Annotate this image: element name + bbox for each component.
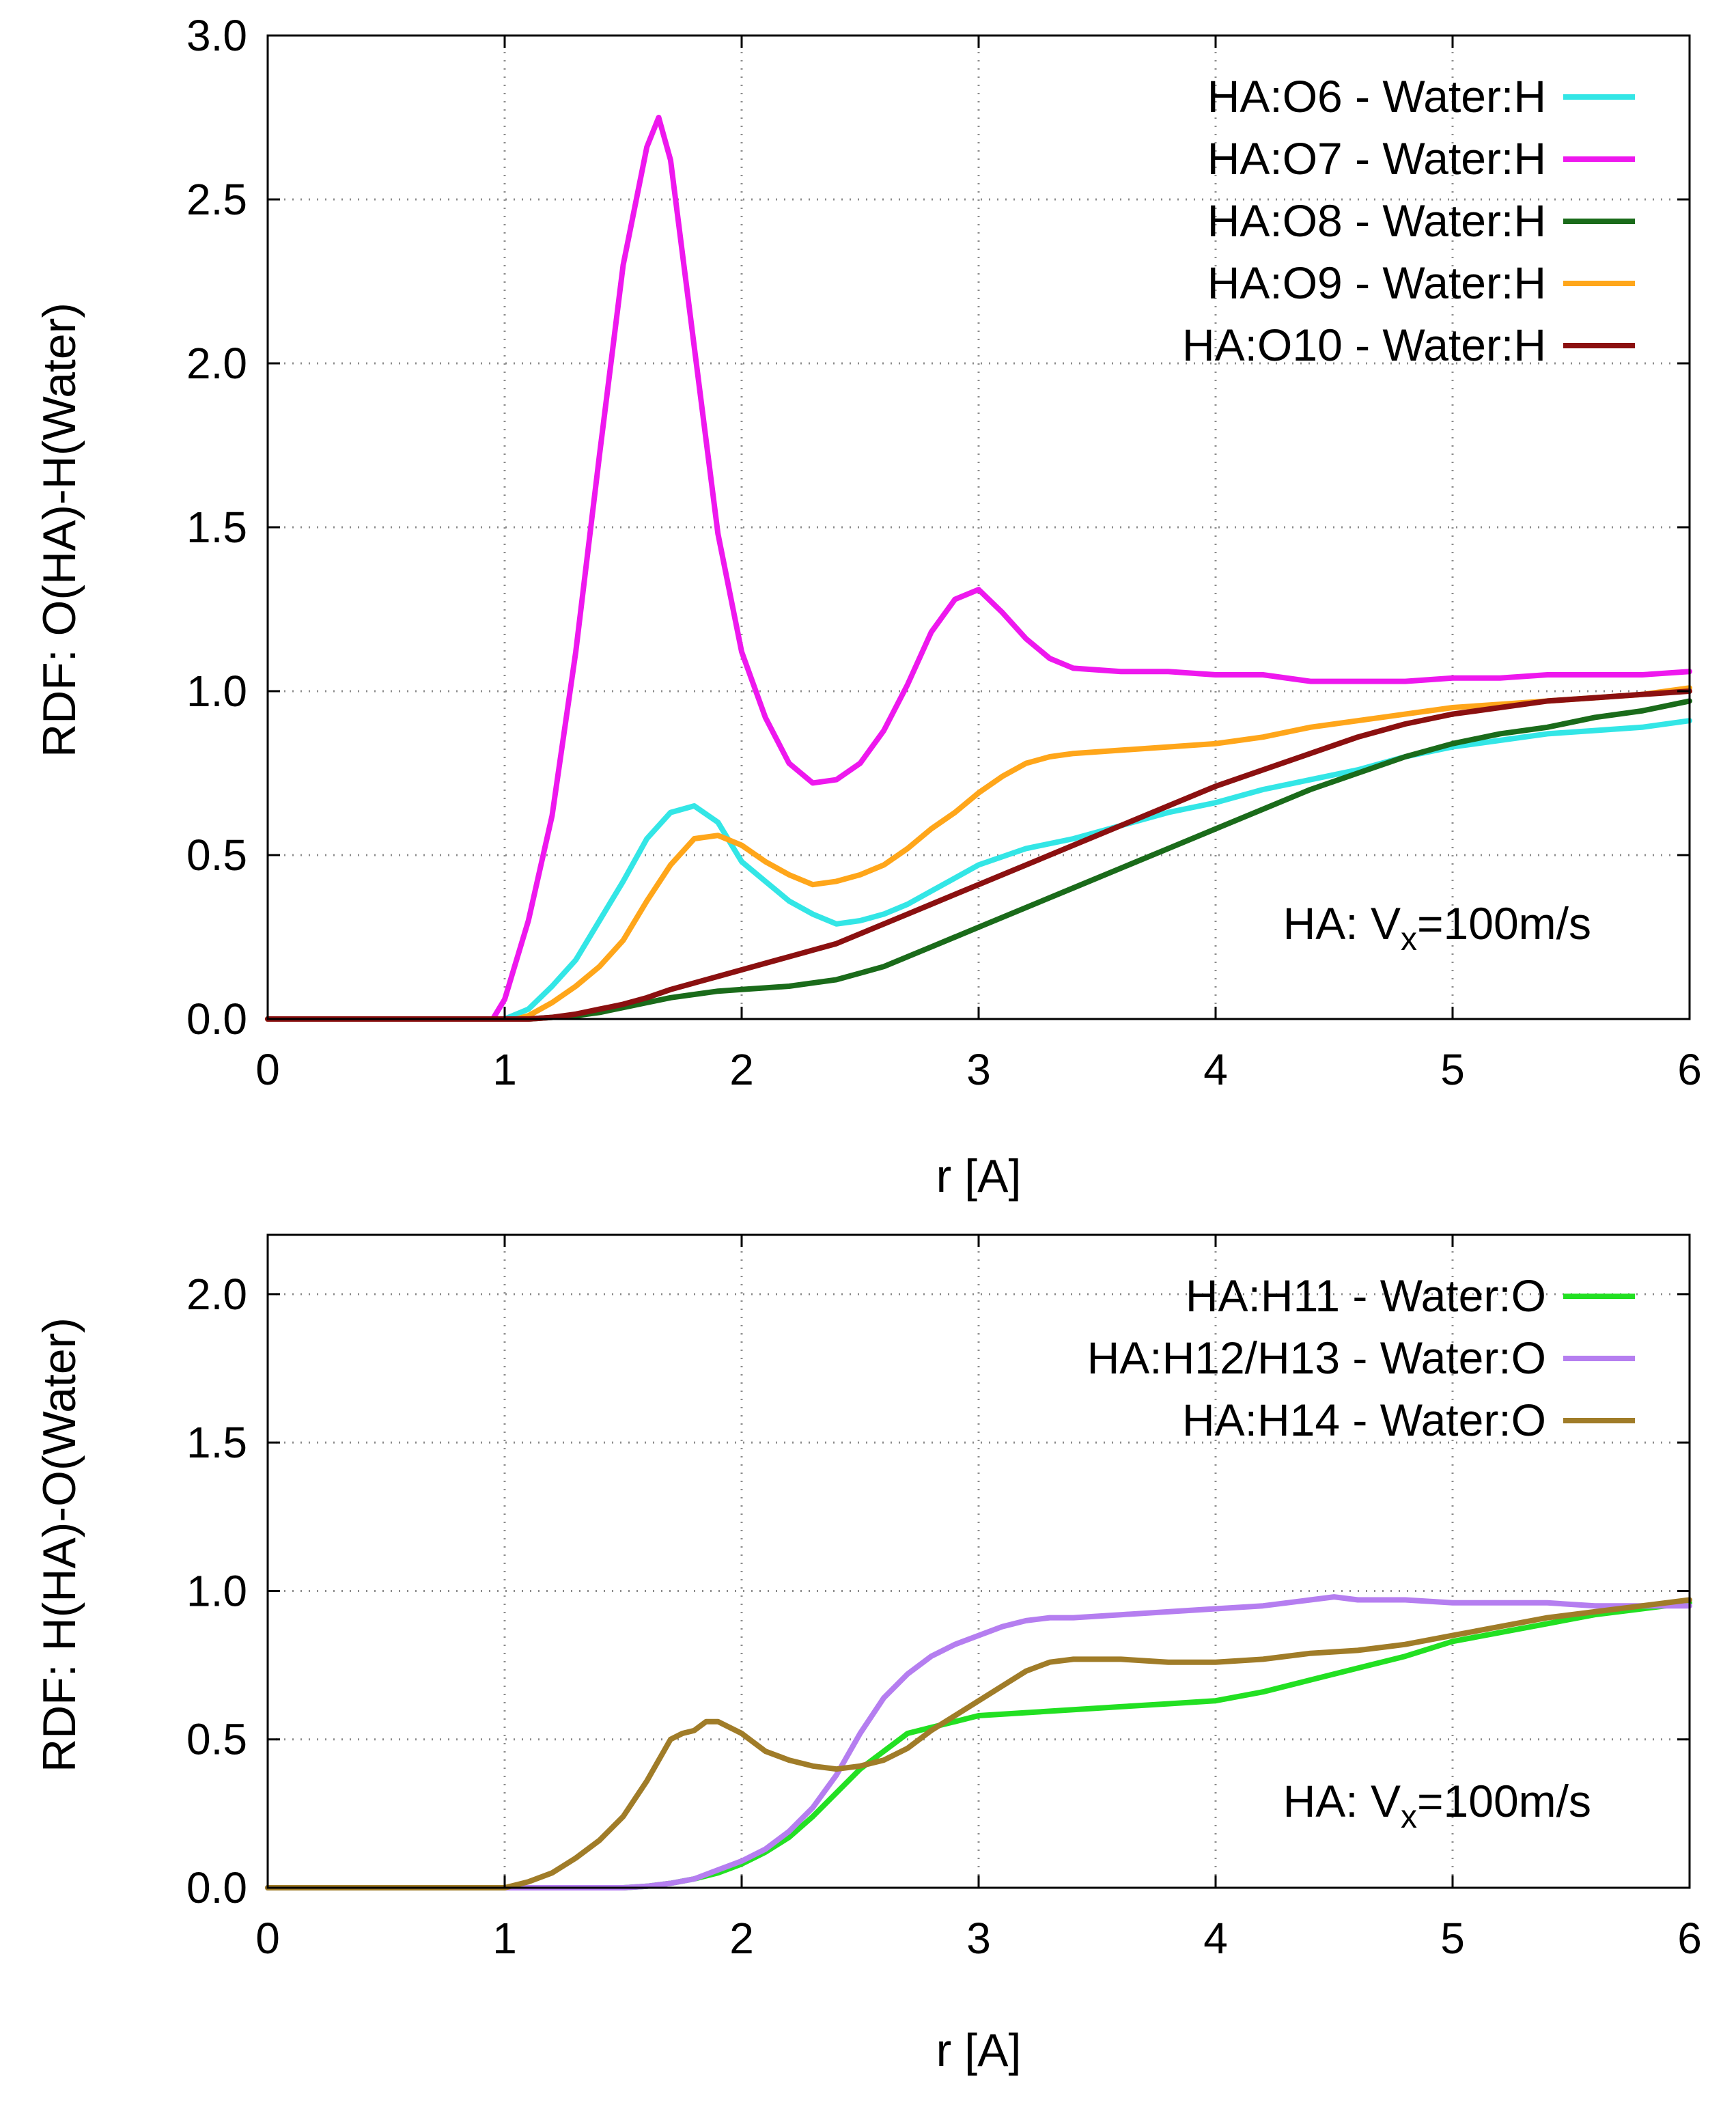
chart-bottom: 0 1 2 3 4 5 6 0.0 0.5 1.0 1.5 2.0 r [A] RDF: H(HA)-… <box>33 1233 1702 2076</box>
legend-label: HA:H12/H13 - Water:O <box>1087 1332 1546 1383</box>
y-tick-label: 1.0 <box>186 667 247 716</box>
y-tick-label: 1.5 <box>186 503 247 552</box>
legend-label: HA:O8 - Water:H <box>1207 195 1546 246</box>
y-axis-label: RDF: H(HA)-O(Water) <box>33 1317 85 1772</box>
annotation-suffix: =100m/s <box>1417 1776 1591 1826</box>
y-tick-label: 3.0 <box>186 11 247 60</box>
x-axis-label: r [A] <box>936 2024 1022 2076</box>
x-tick-label: 0 <box>255 1045 280 1094</box>
series-line-ha-o7-water-h <box>265 115 1692 1022</box>
x-tick-label: 6 <box>1677 1045 1702 1094</box>
annotation-subscript: x <box>1401 921 1417 958</box>
annotation-subscript: x <box>1401 1799 1417 1835</box>
legend-label: HA:H14 - Water:O <box>1182 1395 1546 1445</box>
series-lines <box>265 115 1692 1022</box>
series-line-ha-h11-water-o <box>265 1600 1692 1890</box>
y-tick-label: 0.5 <box>186 831 247 880</box>
x-axis-label: r [A] <box>936 1150 1022 1202</box>
y-tick-label: 2.5 <box>186 175 247 224</box>
y-tick-label: 1.5 <box>186 1418 247 1467</box>
series-line-ha-h14-water-o <box>265 1597 1692 1890</box>
x-tick-label: 3 <box>966 1914 991 1963</box>
axis-ticks: 0 1 2 3 4 5 6 0.0 0.5 1.0 1.5 2.0 <box>186 1235 1702 1963</box>
annotation: HA: Vx=100m/s <box>1283 898 1591 958</box>
series-line-ha-h12-h13-water-o <box>265 1594 1692 1890</box>
y-axis-label: RDF: O(HA)-H(Water) <box>33 303 85 757</box>
annotation-prefix: HA: V <box>1283 898 1401 949</box>
x-tick-label: 5 <box>1440 1914 1465 1963</box>
y-tick-label: 2.0 <box>186 339 247 388</box>
legend: HA:O6 - Water:H HA:O7 - Water:H HA:O8 - Wa… <box>1182 71 1635 370</box>
grid-lines <box>268 36 1690 1019</box>
legend-label: HA:H11 - Water:O <box>1186 1270 1546 1321</box>
y-tick-label: 0.0 <box>186 1863 247 1912</box>
x-tick-label: 3 <box>966 1045 991 1094</box>
x-tick-label: 5 <box>1440 1045 1465 1094</box>
y-tick-label: 0.0 <box>186 994 247 1044</box>
x-tick-label: 4 <box>1203 1914 1228 1963</box>
legend-label: HA:O6 - Water:H <box>1207 71 1546 122</box>
annotation-prefix: HA: V <box>1283 1776 1401 1826</box>
x-tick-label: 2 <box>729 1914 754 1963</box>
x-tick-label: 1 <box>492 1045 517 1094</box>
legend-label: HA:O10 - Water:H <box>1182 320 1546 370</box>
x-tick-label: 0 <box>255 1914 280 1963</box>
y-tick-label: 0.5 <box>186 1715 247 1764</box>
series-lines <box>265 1594 1692 1890</box>
annotation: HA: Vx=100m/s <box>1283 1776 1591 1835</box>
legend: HA:H11 - Water:O HA:H12/H13 - Water:O HA:H… <box>1087 1270 1635 1445</box>
series-line-ha-o10-water-h <box>265 688 1692 1022</box>
annotation-suffix: =100m/s <box>1417 898 1591 949</box>
y-tick-label: 1.0 <box>186 1566 247 1615</box>
series-line-ha-o8-water-h <box>265 698 1692 1022</box>
y-tick-label: 2.0 <box>186 1270 247 1319</box>
legend-label: HA:O9 - Water:H <box>1207 257 1546 308</box>
chart-top: 0 1 2 3 4 5 6 0.0 0.5 1.0 1.5 2.0 2.5 3.0 r [A] RDF: … <box>33 11 1702 1202</box>
axis-ticks: 0 1 2 3 4 5 6 0.0 0.5 1.0 1.5 2.0 2.5 3.0 <box>186 11 1702 1094</box>
series-line-ha-o9-water-h <box>265 685 1692 1022</box>
legend-label: HA:O7 - Water:H <box>1207 133 1546 184</box>
x-tick-label: 4 <box>1203 1045 1228 1094</box>
x-tick-label: 2 <box>729 1045 754 1094</box>
x-tick-label: 6 <box>1677 1914 1702 1963</box>
x-tick-label: 1 <box>492 1914 517 1963</box>
